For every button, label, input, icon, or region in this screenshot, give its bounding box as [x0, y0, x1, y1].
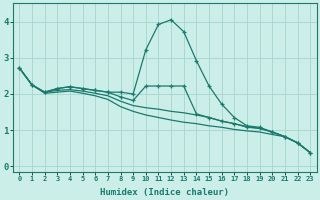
- X-axis label: Humidex (Indice chaleur): Humidex (Indice chaleur): [100, 188, 229, 197]
